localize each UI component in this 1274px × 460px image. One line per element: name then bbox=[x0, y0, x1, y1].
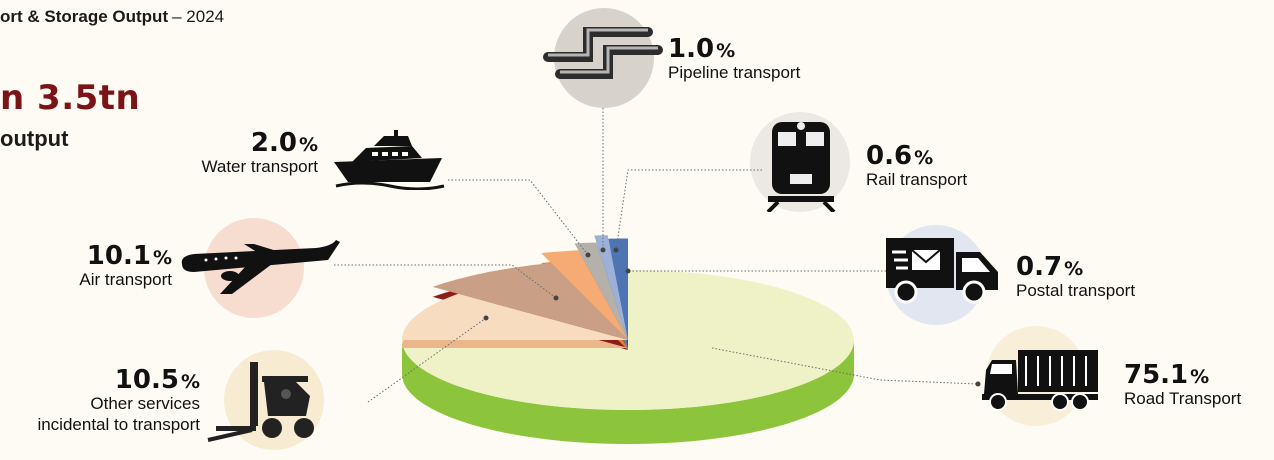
label-water: 2.0% Water transport bbox=[170, 130, 318, 177]
slice-road bbox=[402, 270, 854, 410]
value-rail: 0.6% bbox=[866, 141, 934, 171]
delivery-van-icon bbox=[886, 238, 998, 304]
label-road: 75.1% Road Transport bbox=[1124, 362, 1241, 409]
leader-dot-road bbox=[975, 381, 981, 387]
leader-dot-pipeline bbox=[600, 247, 606, 253]
truck-icon bbox=[982, 350, 1098, 411]
total-output-label: output bbox=[0, 126, 69, 151]
category-road: Road Transport bbox=[1124, 389, 1242, 408]
value-air: 10.1% bbox=[86, 241, 172, 271]
train-icon bbox=[766, 122, 836, 212]
airplane-icon bbox=[181, 240, 340, 294]
leader-line-water bbox=[448, 179, 589, 256]
value-pipeline: 1.0% bbox=[668, 34, 736, 64]
category-pipeline: Pipeline transport bbox=[668, 63, 801, 82]
category-water: Water transport bbox=[201, 157, 318, 176]
label-rail: 0.6% Rail transport bbox=[866, 143, 967, 190]
value-road: 75.1% bbox=[1124, 360, 1210, 390]
leader-dot-air bbox=[553, 295, 559, 301]
slice-other bbox=[402, 293, 628, 340]
category-postal: Postal transport bbox=[1016, 281, 1136, 300]
slice-pipeline bbox=[574, 242, 628, 340]
total-output-value: n 3.5tn bbox=[0, 78, 141, 118]
category-rail: Rail transport bbox=[866, 170, 968, 189]
value-other: 10.5% bbox=[114, 365, 200, 395]
pipeline-icon bbox=[543, 27, 663, 79]
slice-rail bbox=[594, 235, 628, 340]
forklift-icon bbox=[207, 362, 314, 442]
ship-icon bbox=[334, 130, 445, 190]
chart-title: ort & Storage Output – 2024 bbox=[0, 7, 224, 27]
leader-line-air bbox=[334, 264, 557, 299]
category-air: Air transport bbox=[79, 270, 172, 289]
slice-side-road bbox=[402, 340, 854, 444]
leader-dot-rail bbox=[613, 247, 619, 253]
title-text: ort & Storage Output bbox=[0, 7, 169, 26]
label-postal: 0.7% Postal transport bbox=[1016, 254, 1135, 301]
leader-line-road bbox=[711, 347, 979, 385]
label-other: 10.5% Other services incidental to trans… bbox=[0, 367, 200, 436]
leader-dot-other bbox=[483, 315, 489, 321]
label-pipeline: 1.0% Pipeline transport bbox=[668, 36, 800, 83]
title-year: – 2024 bbox=[172, 7, 225, 26]
leader-dot-water bbox=[585, 252, 591, 258]
category-other-line2: incidental to transport bbox=[37, 415, 200, 435]
slice-air bbox=[432, 263, 628, 340]
leader-line-rail bbox=[615, 169, 762, 251]
category-other-line1: Other services bbox=[90, 394, 200, 413]
value-water: 2.0% bbox=[250, 128, 318, 158]
label-air: 10.1% Air transport bbox=[40, 243, 172, 290]
value-postal: 0.7% bbox=[1016, 252, 1084, 282]
slice-water bbox=[541, 250, 628, 340]
leader-dot-postal bbox=[625, 268, 631, 274]
